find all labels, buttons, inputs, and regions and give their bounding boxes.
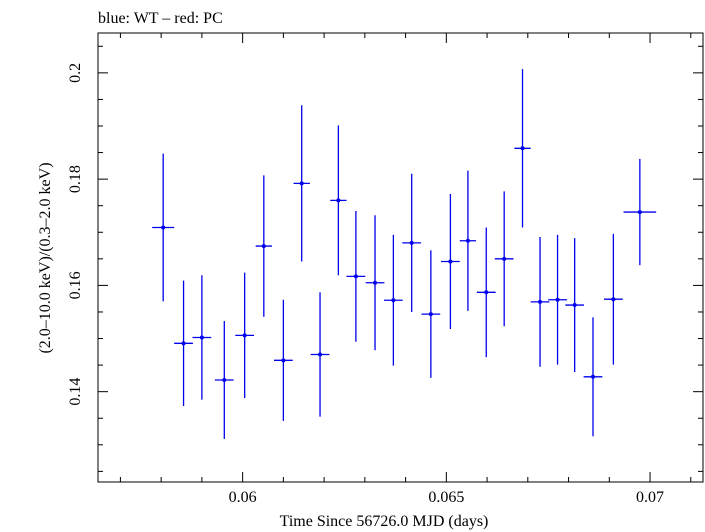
x-tick-label: 0.065 [428,489,464,506]
data-point [514,69,531,228]
data-marker [181,341,186,346]
data-point [548,234,567,365]
data-marker [637,210,642,215]
data-marker [572,303,577,308]
data-point [476,227,496,358]
data-marker [261,244,266,249]
x-axis: 0.06 0.065 0.07 [119,33,692,506]
data-point [330,125,347,276]
x-tick-label: 0.07 [636,489,664,506]
data-point [235,272,255,399]
data-point [583,317,603,437]
data-point [274,299,293,421]
data-point [604,233,623,365]
y-tick-label: 0.14 [67,378,84,406]
plot-frame [97,32,704,483]
data-marker [465,238,470,243]
x-axis-label: Time Since 56726.0 MJD (days) [280,513,489,530]
data-point [192,275,212,400]
data-point [530,237,550,367]
y-axis-label: (2.0–10.0 keV)/(0.3–2.0 keV) [37,162,54,353]
data-marker [428,312,433,317]
data-marker [336,198,341,203]
data-point [402,173,422,312]
y-tick-label: 0.16 [67,271,84,299]
chart-title: blue: WT – red: PC [98,10,223,27]
x-tick-label: 0.06 [229,489,257,506]
data-marker [281,358,286,363]
data-marker [591,374,595,379]
data-point [174,280,193,407]
data-point [459,170,477,311]
data-point [365,215,385,351]
data-marker [555,297,560,302]
y-axis: 0.14 0.16 0.18 0.2 [67,45,703,472]
data-marker [318,352,323,357]
data-marker [611,297,616,302]
data-marker [242,333,247,338]
y-tick-label: 0.18 [67,165,84,193]
data-point [623,158,657,266]
data-marker [502,256,507,261]
data-marker [538,299,543,304]
data-point [494,191,514,327]
data-marker [161,225,166,230]
data-marker [448,259,453,264]
data-point [346,211,366,342]
data-point [441,194,460,329]
data-point [310,292,330,417]
data-point [152,153,175,302]
data-series [152,69,657,439]
data-point [255,175,272,317]
data-marker [520,146,525,151]
data-point [384,234,403,366]
data-point [565,238,585,373]
data-marker [373,280,378,285]
data-point [293,105,310,262]
data-point [421,250,441,378]
data-marker [484,290,489,295]
y-tick-label: 0.2 [67,63,84,83]
data-marker [199,335,204,340]
data-marker [391,298,396,303]
data-point [214,320,234,439]
data-marker [299,181,304,186]
data-marker [222,377,227,382]
data-marker [353,274,358,279]
data-marker [409,240,414,245]
